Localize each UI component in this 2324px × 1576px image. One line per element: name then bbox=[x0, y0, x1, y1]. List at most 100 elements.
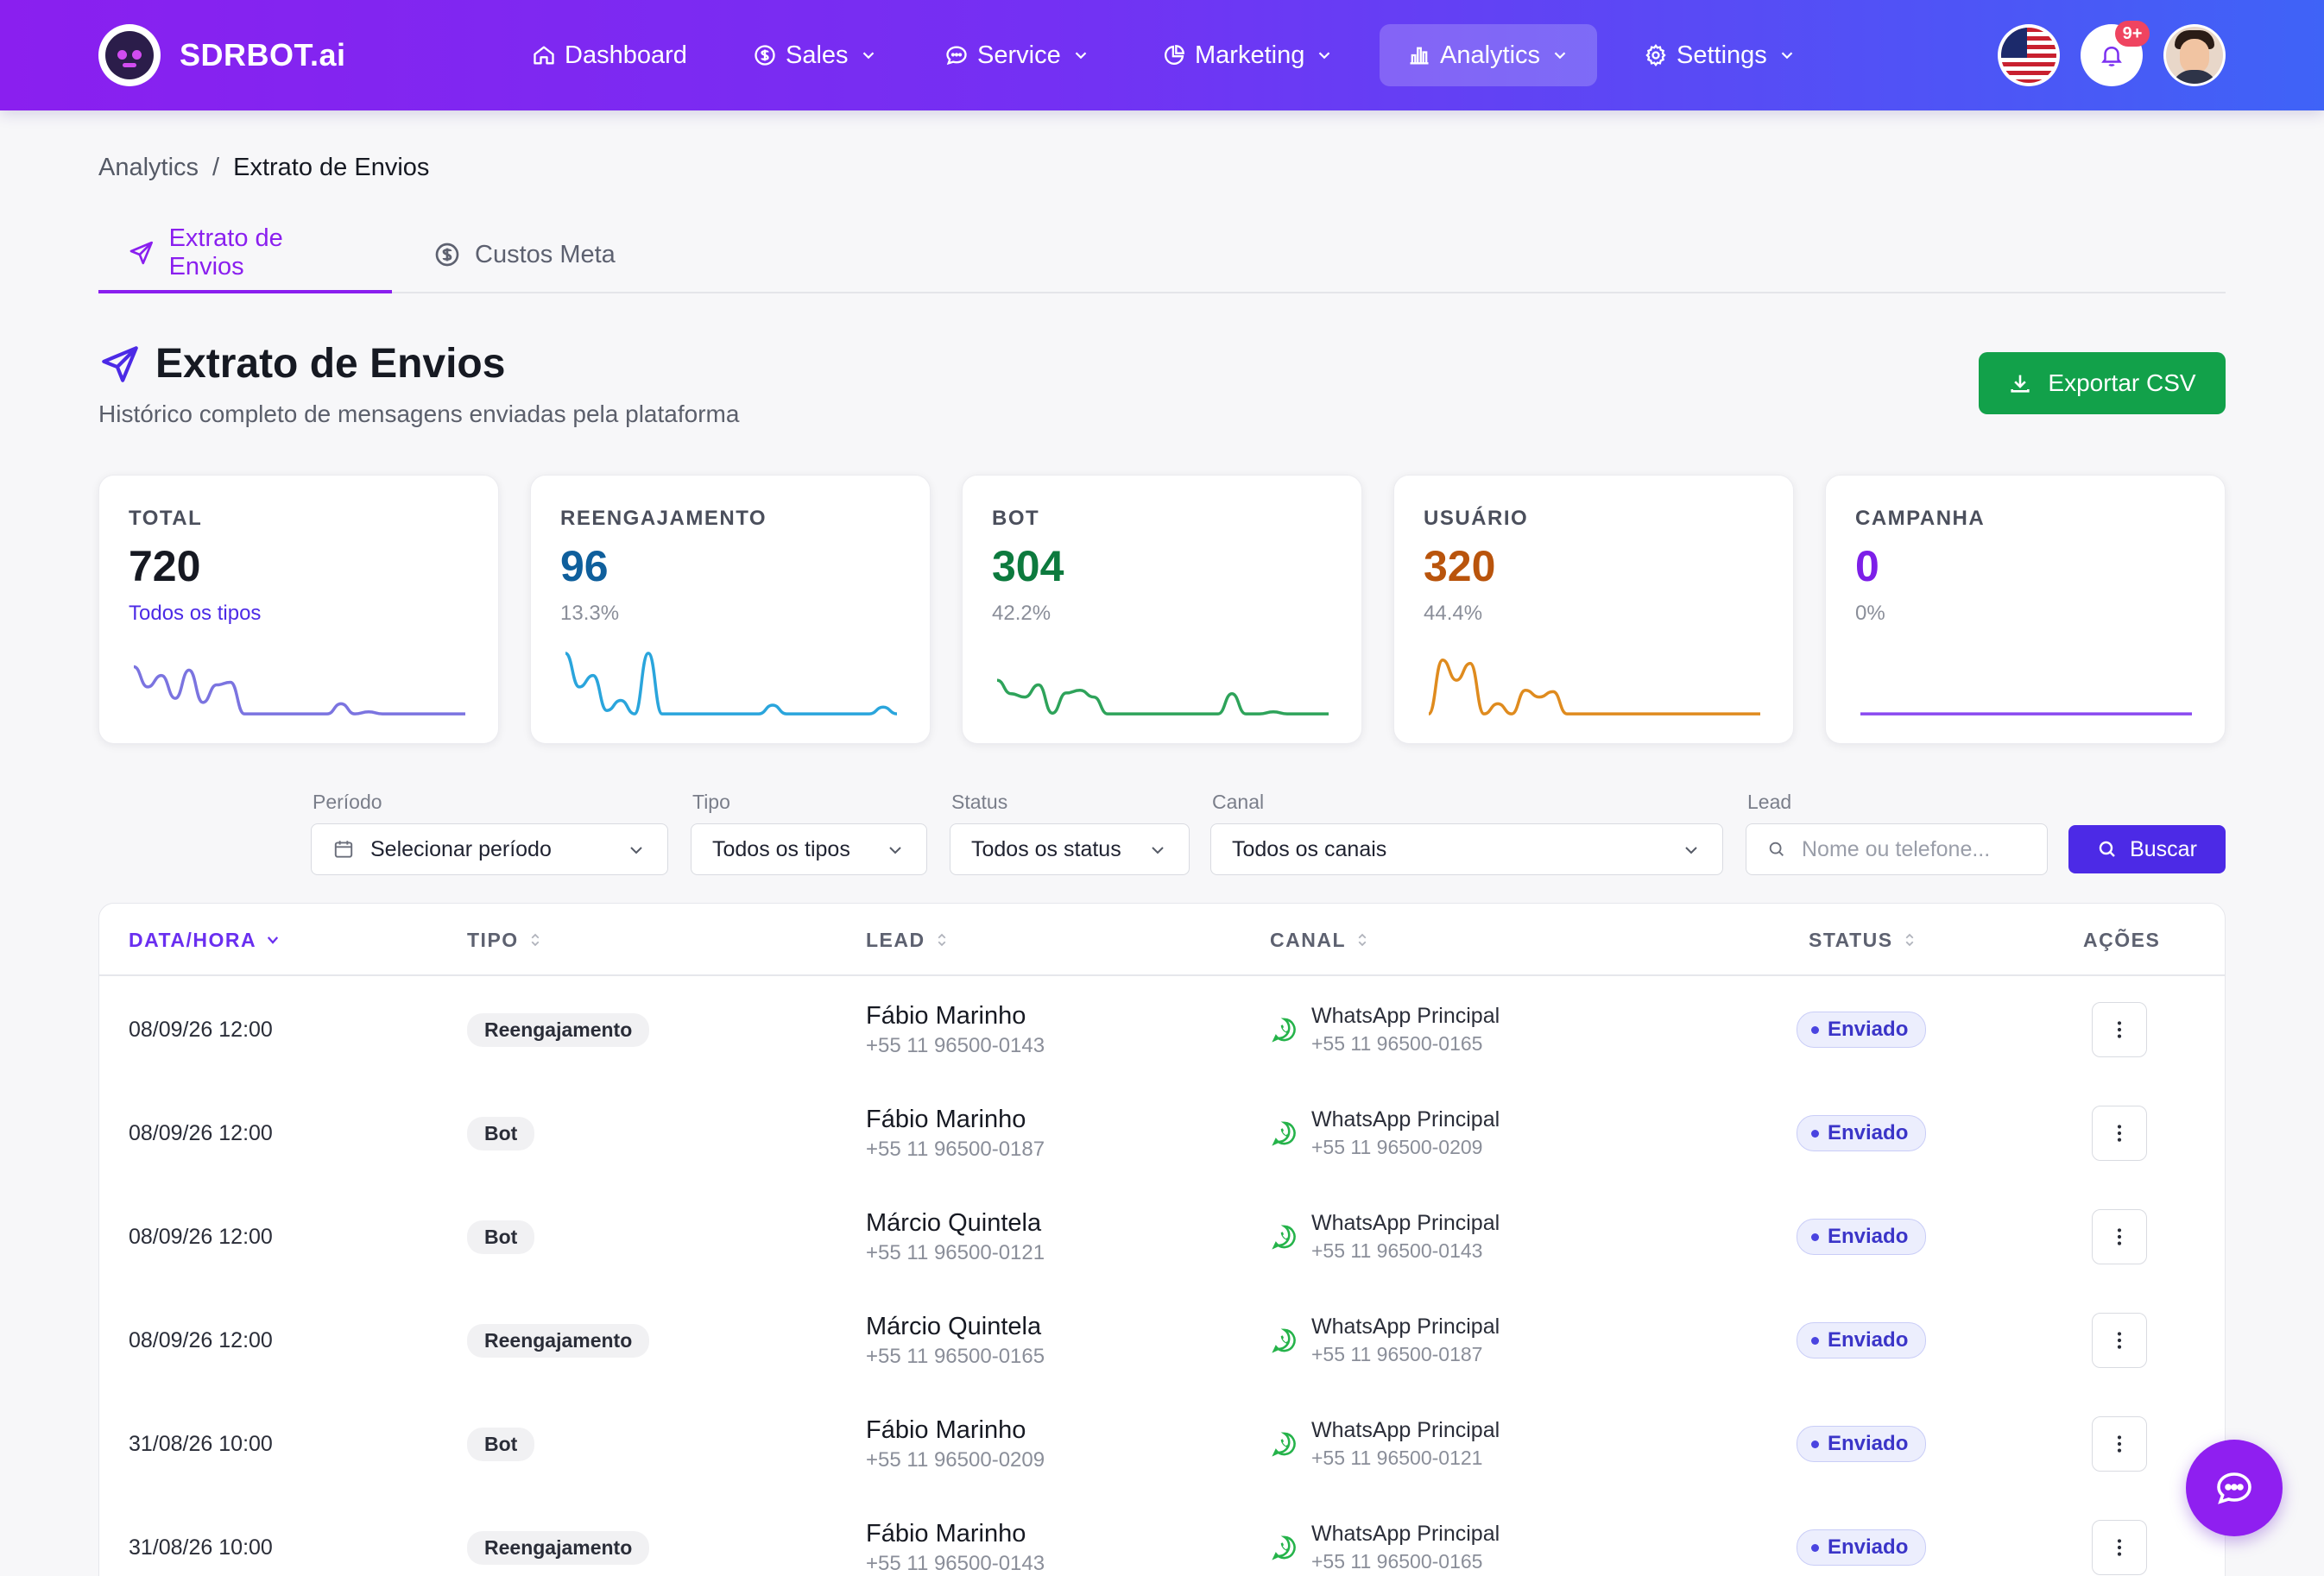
lead-name: Fábio Marinho bbox=[866, 1519, 1026, 1548]
sparkline-campanha bbox=[1860, 712, 2192, 716]
lead-cell[interactable]: Fábio Marinho +55 11 96500-0187 bbox=[866, 1081, 1045, 1185]
row-actions-button[interactable] bbox=[2092, 1520, 2147, 1575]
lead-name: Márcio Quintela bbox=[866, 1312, 1042, 1340]
lead-cell[interactable]: Márcio Quintela +55 11 96500-0165 bbox=[866, 1289, 1045, 1392]
whatsapp-icon bbox=[1272, 1225, 1296, 1250]
table-row[interactable]: 08/09/26 12:00 Reengajamento Fábio Marin… bbox=[99, 978, 2225, 1081]
stat-card-usuario: USUÁRIO 320 44.4% bbox=[1393, 475, 1794, 744]
tab-label: Custos Meta bbox=[475, 240, 616, 268]
canal-name: WhatsApp Principal bbox=[1311, 1314, 1500, 1339]
chevron-down-icon bbox=[1554, 52, 1566, 60]
row-actions-button[interactable] bbox=[2092, 1313, 2147, 1368]
notifications-button[interactable]: 9+ bbox=[2081, 21, 2150, 86]
nav-label: Settings bbox=[1677, 41, 1767, 69]
tipo-badge: Bot bbox=[467, 1427, 535, 1461]
stat-value: 320 bbox=[1424, 542, 1496, 590]
column-header-status[interactable]: STATUS bbox=[1809, 904, 1917, 976]
canal-cell: WhatsApp Principal +55 11 96500-0121 bbox=[1270, 1392, 1500, 1496]
nav-label: Dashboard bbox=[565, 41, 687, 69]
tab-extrato-de-envios[interactable]: Extrato de Envios bbox=[98, 216, 392, 293]
dollar-icon bbox=[755, 45, 775, 66]
chevron-down-icon bbox=[1075, 52, 1086, 60]
column-header-lead[interactable]: LEAD bbox=[866, 904, 950, 976]
row-actions-button[interactable] bbox=[2092, 1416, 2147, 1472]
bell-icon bbox=[2101, 46, 2122, 66]
table-header: DATA/HORA TIPO LEAD CANAL STATUS AÇÕES bbox=[99, 904, 2225, 976]
more-vertical-icon bbox=[2117, 1228, 2122, 1245]
status-badge: Enviado bbox=[1797, 1012, 1927, 1048]
export-csv-button[interactable]: Exportar CSV bbox=[1979, 352, 2226, 414]
filter-label-canal: Canal bbox=[1212, 791, 1265, 813]
search-button[interactable]: Buscar bbox=[2068, 825, 2226, 873]
column-header-canal[interactable]: CANAL bbox=[1270, 904, 1370, 976]
chevron-down-icon bbox=[1319, 52, 1330, 60]
stat-card-bot: BOT 304 42.2% bbox=[962, 475, 1362, 744]
user-avatar-button[interactable] bbox=[2163, 24, 2226, 86]
breadcrumb-parent[interactable]: Analytics bbox=[98, 154, 199, 181]
lead-phone: +55 11 96500-0187 bbox=[866, 1137, 1045, 1161]
whatsapp-icon bbox=[1272, 1432, 1296, 1457]
export-label: Exportar CSV bbox=[2048, 369, 2196, 396]
chevron-down-icon bbox=[1781, 52, 1793, 60]
canal-phone: +55 11 96500-0143 bbox=[1311, 1239, 1483, 1262]
table-row[interactable]: 08/09/26 12:00 Bot Fábio Marinho +55 11 … bbox=[99, 1081, 2225, 1185]
avatar bbox=[2166, 27, 2223, 84]
stat-label: TOTAL bbox=[129, 507, 203, 530]
row-date: 31/08/26 10:00 bbox=[129, 1431, 273, 1456]
table-row[interactable]: 31/08/26 10:00 Reengajamento Fábio Marin… bbox=[99, 1496, 2225, 1576]
nav-item-dashboard[interactable]: Dashboard bbox=[532, 24, 687, 86]
nav-item-sales[interactable]: Sales bbox=[753, 24, 878, 86]
stat-card-total: TOTAL 720 Todos os tipos bbox=[98, 475, 499, 744]
nav-item-marketing[interactable]: Marketing bbox=[1162, 24, 1334, 86]
status-select[interactable]: Todos os status bbox=[950, 823, 1190, 875]
chevron-down-icon bbox=[1685, 847, 1697, 854]
lead-name: Fábio Marinho bbox=[866, 1415, 1026, 1444]
periodo-value: Selecionar período bbox=[370, 836, 552, 861]
canal-phone: +55 11 96500-0165 bbox=[1311, 1550, 1483, 1573]
table-row[interactable]: 31/08/26 10:00 Bot Fábio Marinho +55 11 … bbox=[99, 1392, 2225, 1496]
tipo-badge: Reengajamento bbox=[467, 1012, 650, 1047]
language-button[interactable] bbox=[1998, 24, 2060, 86]
column-header-data-hora[interactable]: DATA/HORA bbox=[129, 904, 281, 976]
nav-item-analytics[interactable]: Analytics bbox=[1380, 24, 1598, 86]
column-header-tipo[interactable]: TIPO bbox=[467, 904, 543, 976]
sparkline-reengajamento bbox=[565, 652, 898, 716]
row-date: 08/09/26 12:00 bbox=[129, 1224, 273, 1249]
row-actions-button[interactable] bbox=[2092, 1106, 2147, 1161]
table-row[interactable]: 08/09/26 12:00 Bot Márcio Quintela +55 1… bbox=[99, 1185, 2225, 1289]
tab-custos-meta[interactable]: Custos Meta bbox=[404, 216, 645, 293]
row-actions-button[interactable] bbox=[2092, 1209, 2147, 1264]
us-flag-icon bbox=[2001, 28, 2056, 83]
tipo-badge: Reengajamento bbox=[467, 1530, 650, 1565]
lead-cell[interactable]: Márcio Quintela +55 11 96500-0121 bbox=[866, 1185, 1045, 1289]
sort-icon bbox=[1905, 933, 1913, 947]
stat-sub: 44.4% bbox=[1424, 602, 1483, 625]
filter-label-lead: Lead bbox=[1747, 791, 1792, 813]
lead-phone: +55 11 96500-0209 bbox=[866, 1447, 1045, 1472]
breadcrumb-current: Extrato de Envios bbox=[233, 154, 430, 181]
stat-sub: 42.2% bbox=[992, 602, 1051, 625]
nav-item-service[interactable]: Service bbox=[944, 24, 1090, 86]
lead-search-input[interactable] bbox=[1802, 836, 2026, 862]
brand[interactable]: SDRBOT.ai bbox=[98, 24, 346, 86]
sparkline-total bbox=[133, 665, 465, 716]
lead-phone: +55 11 96500-0121 bbox=[866, 1240, 1045, 1264]
sort-icon bbox=[531, 933, 540, 947]
lead-search-field[interactable] bbox=[1746, 823, 2048, 875]
stat-value: 720 bbox=[129, 542, 201, 590]
row-actions-button[interactable] bbox=[2092, 1002, 2147, 1057]
lead-cell[interactable]: Fábio Marinho +55 11 96500-0143 bbox=[866, 978, 1045, 1081]
nav-item-settings[interactable]: Settings bbox=[1644, 24, 1797, 86]
lead-cell[interactable]: Fábio Marinho +55 11 96500-0143 bbox=[866, 1496, 1045, 1576]
tipo-select[interactable]: Todos os tipos bbox=[691, 823, 927, 875]
table-row[interactable]: 08/09/26 12:00 Reengajamento Márcio Quin… bbox=[99, 1289, 2225, 1392]
periodo-select[interactable]: Selecionar período bbox=[311, 823, 668, 875]
lead-cell[interactable]: Fábio Marinho +55 11 96500-0209 bbox=[866, 1392, 1045, 1496]
stat-label: BOT bbox=[992, 507, 1040, 530]
download-icon bbox=[2011, 375, 2030, 393]
chat-icon bbox=[946, 46, 967, 66]
chat-support-button[interactable] bbox=[2186, 1440, 2283, 1536]
breadcrumb: Analytics / Extrato de Envios bbox=[98, 154, 429, 182]
envios-table: DATA/HORA TIPO LEAD CANAL STATUS AÇÕES 0… bbox=[98, 903, 2226, 1576]
canal-select[interactable]: Todos os canais bbox=[1210, 823, 1723, 875]
